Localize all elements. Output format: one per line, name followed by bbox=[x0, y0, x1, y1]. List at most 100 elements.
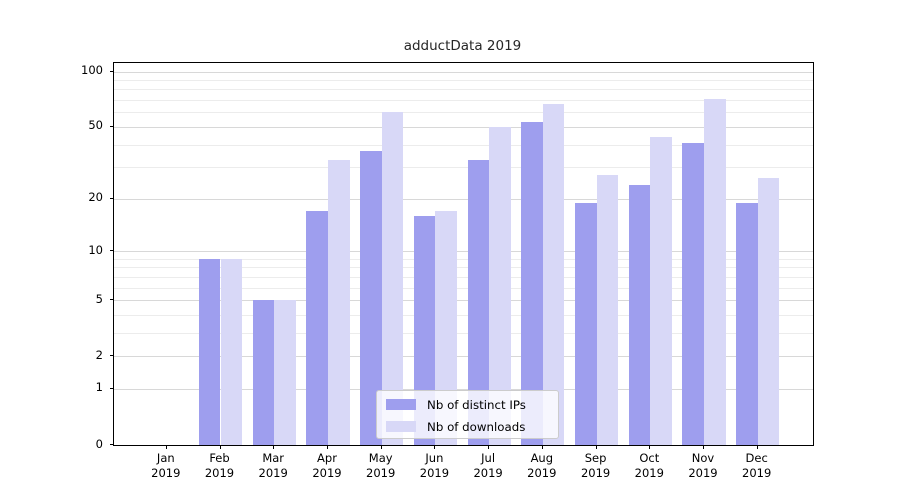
gridline-minor-4 bbox=[114, 314, 813, 316]
y-tick-100 bbox=[110, 70, 114, 72]
x-tick-mar bbox=[273, 445, 275, 449]
x-tick-label-jul: Jul 2019 bbox=[460, 451, 516, 480]
month-name: Mar bbox=[262, 451, 285, 465]
y-tick-5 bbox=[110, 299, 114, 300]
x-tick-label-feb: Feb 2019 bbox=[192, 451, 248, 480]
month-name: Jul bbox=[481, 451, 496, 465]
x-tick-may bbox=[380, 445, 382, 449]
y-tick-label-10: 10 bbox=[88, 242, 103, 257]
month-year: 2019 bbox=[580, 465, 611, 480]
gridline-minor-80 bbox=[114, 89, 813, 91]
x-tick-label-dec: Dec 2019 bbox=[729, 451, 785, 480]
gridline-major-50 bbox=[114, 126, 813, 128]
bar-distinct-ips-jun bbox=[413, 215, 436, 445]
bar-distinct-ips-oct bbox=[628, 184, 651, 445]
x-tick-jul bbox=[488, 445, 490, 449]
month-name: May bbox=[368, 451, 393, 465]
bar-downloads-oct bbox=[650, 137, 672, 445]
month-name: Jun bbox=[425, 451, 444, 465]
chart-title: adductData 2019 bbox=[403, 38, 522, 54]
month-year: 2019 bbox=[151, 465, 181, 480]
gridline-minor-7 bbox=[114, 276, 813, 278]
bar-distinct-ips-aug bbox=[521, 122, 543, 445]
gridline-minor-90 bbox=[114, 80, 813, 81]
gridline-major-1 bbox=[114, 388, 813, 390]
gridline-minor-70 bbox=[114, 100, 813, 102]
month-year: 2019 bbox=[204, 465, 235, 480]
bar-downloads-sep bbox=[596, 175, 619, 445]
month-year: 2019 bbox=[419, 465, 450, 480]
bar-downloads-apr bbox=[328, 159, 350, 445]
gridline-minor-30 bbox=[114, 167, 813, 169]
bar-distinct-ips-may bbox=[360, 150, 382, 445]
bar-distinct-ips-apr bbox=[306, 211, 328, 445]
month-year: 2019 bbox=[312, 465, 342, 480]
legend-swatch-downloads bbox=[386, 421, 416, 432]
bar-distinct-ips-sep bbox=[575, 202, 597, 445]
month-name: Dec bbox=[745, 451, 768, 465]
gridline-minor-9 bbox=[114, 258, 813, 260]
x-tick-apr bbox=[327, 445, 328, 449]
y-tick-label-5: 5 bbox=[95, 291, 103, 306]
month-year: 2019 bbox=[473, 465, 503, 480]
bar-distinct-ips-nov bbox=[682, 142, 704, 445]
x-tick-oct bbox=[649, 445, 651, 449]
x-tick-label-sep: Sep 2019 bbox=[568, 451, 624, 480]
month-name: Feb bbox=[209, 451, 230, 465]
legend: Nb of distinct IPs Nb of downloads bbox=[376, 390, 559, 439]
x-tick-label-oct: Oct 2019 bbox=[621, 451, 677, 480]
month-year: 2019 bbox=[258, 465, 288, 480]
x-tick-sep bbox=[595, 445, 597, 449]
month-name: Oct bbox=[639, 451, 660, 465]
month-name: Apr bbox=[317, 451, 337, 465]
legend-row-distinct-ips: Nb of distinct IPs bbox=[377, 398, 558, 412]
legend-label-downloads: Nb of downloads bbox=[427, 420, 526, 434]
bar-downloads-dec bbox=[757, 178, 780, 445]
x-tick-label-apr: Apr 2019 bbox=[299, 451, 355, 480]
legend-row-downloads: Nb of downloads bbox=[377, 420, 558, 434]
x-tick-nov bbox=[703, 445, 704, 449]
x-tick-label-mar: Mar 2019 bbox=[245, 451, 301, 480]
bar-downloads-may bbox=[381, 112, 404, 445]
bar-downloads-jul bbox=[489, 126, 511, 445]
month-year: 2019 bbox=[366, 465, 396, 480]
y-tick-2 bbox=[110, 355, 114, 357]
bar-distinct-ips-dec bbox=[736, 202, 758, 445]
x-tick-label-nov: Nov 2019 bbox=[675, 451, 731, 480]
month-year: 2019 bbox=[527, 465, 557, 480]
month-name: Sep bbox=[584, 451, 607, 465]
month-name: Aug bbox=[530, 451, 554, 465]
month-year: 2019 bbox=[688, 465, 718, 480]
y-tick-10 bbox=[110, 250, 114, 251]
month-name: Nov bbox=[691, 451, 715, 465]
y-tick-50 bbox=[110, 125, 114, 127]
x-tick-label-jun: Jun 2019 bbox=[406, 451, 462, 480]
gridline-minor-6 bbox=[114, 287, 813, 289]
y-tick-label-0: 0 bbox=[95, 436, 103, 451]
bar-downloads-aug bbox=[542, 103, 565, 445]
x-tick-label-jan: Jan 2019 bbox=[138, 451, 194, 480]
y-tick-label-20: 20 bbox=[88, 190, 103, 205]
y-tick-label-50: 50 bbox=[88, 118, 103, 133]
y-tick-label-2: 2 bbox=[95, 347, 103, 362]
gridline-major-100 bbox=[114, 71, 813, 73]
x-tick-label-may: May 2019 bbox=[353, 451, 409, 480]
gridline-minor-3 bbox=[114, 332, 813, 334]
bar-downloads-nov bbox=[704, 99, 726, 445]
y-tick-20 bbox=[110, 197, 114, 199]
gridline-major-20 bbox=[114, 198, 813, 200]
gridline-major-10 bbox=[114, 251, 813, 252]
month-year: 2019 bbox=[634, 465, 664, 480]
legend-label-distinct-ips: Nb of distinct IPs bbox=[427, 398, 526, 412]
y-tick-1 bbox=[110, 387, 114, 389]
month-year: 2019 bbox=[742, 465, 772, 480]
y-tick-label-100: 100 bbox=[81, 63, 103, 78]
bar-distinct-ips-jul bbox=[467, 159, 490, 445]
x-tick-feb bbox=[219, 445, 221, 449]
legend-swatch-distinct-ips bbox=[386, 399, 416, 410]
y-tick-label-1: 1 bbox=[95, 380, 103, 395]
gridline-minor-60 bbox=[114, 112, 813, 114]
gridline-major-2 bbox=[114, 356, 813, 358]
x-tick-jun bbox=[434, 445, 436, 449]
x-tick-aug bbox=[541, 445, 543, 449]
